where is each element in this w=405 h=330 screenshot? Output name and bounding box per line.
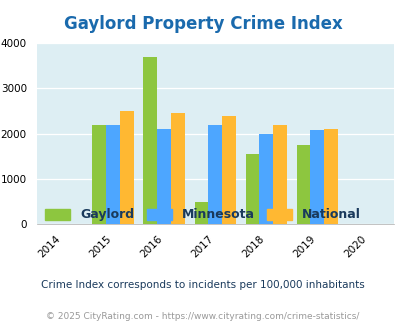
Bar	[245, 154, 259, 224]
Bar	[259, 134, 273, 224]
Bar	[309, 130, 323, 224]
Bar	[171, 113, 184, 224]
Bar	[106, 125, 120, 224]
Bar	[157, 129, 171, 224]
Bar	[323, 129, 337, 224]
Text: Gaylord Property Crime Index: Gaylord Property Crime Index	[64, 15, 341, 33]
Bar	[92, 124, 106, 224]
Bar	[120, 111, 133, 224]
Bar	[296, 145, 309, 224]
Legend: Gaylord, Minnesota, National: Gaylord, Minnesota, National	[40, 203, 365, 226]
Text: Crime Index corresponds to incidents per 100,000 inhabitants: Crime Index corresponds to incidents per…	[41, 280, 364, 290]
Bar	[208, 125, 222, 224]
Bar	[143, 57, 157, 224]
Text: © 2025 CityRating.com - https://www.cityrating.com/crime-statistics/: © 2025 CityRating.com - https://www.city…	[46, 312, 359, 321]
Bar	[273, 125, 286, 224]
Bar	[194, 202, 208, 224]
Bar	[222, 116, 235, 224]
